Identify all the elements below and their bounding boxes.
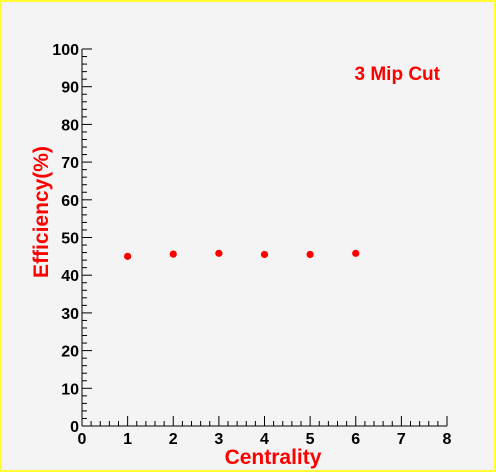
x-tick-label: 0 bbox=[78, 431, 87, 448]
data-markers bbox=[124, 249, 360, 260]
y-tick-label: 0 bbox=[70, 419, 79, 436]
axis-ticks bbox=[81, 48, 448, 427]
x-tick-label: 6 bbox=[351, 431, 360, 448]
data-point bbox=[124, 252, 132, 260]
cut-annotation: 3 Mip Cut bbox=[355, 64, 441, 85]
y-tick-label: 30 bbox=[61, 306, 79, 323]
x-tick-label: 8 bbox=[443, 431, 452, 448]
x-tick-label: 1 bbox=[123, 431, 132, 448]
y-tick-label: 80 bbox=[61, 117, 79, 134]
y-tick-label: 60 bbox=[61, 193, 79, 210]
data-point bbox=[306, 250, 314, 259]
data-point bbox=[215, 249, 223, 257]
data-point bbox=[169, 250, 177, 258]
data-point bbox=[260, 250, 269, 259]
y-tick-label: 70 bbox=[61, 155, 79, 172]
axes bbox=[81, 49, 447, 427]
x-tick-label: 7 bbox=[397, 431, 406, 448]
x-tick-label: 3 bbox=[214, 431, 223, 448]
x-tick-label: 2 bbox=[169, 431, 178, 448]
x-axis-title: Centrality bbox=[225, 446, 322, 469]
y-tick-label: 10 bbox=[61, 381, 79, 398]
x-tick-label: 5 bbox=[306, 431, 315, 448]
y-tick-label: 20 bbox=[61, 344, 79, 361]
y-tick-label: 90 bbox=[61, 80, 79, 97]
data-point bbox=[352, 249, 360, 257]
y-tick-label: 40 bbox=[61, 268, 79, 285]
y-tick-label: 100 bbox=[52, 42, 79, 59]
y-tick-label: 50 bbox=[61, 231, 79, 248]
x-tick-label: 4 bbox=[260, 431, 269, 448]
y-axis-title: Efficiency(%) bbox=[30, 146, 53, 278]
